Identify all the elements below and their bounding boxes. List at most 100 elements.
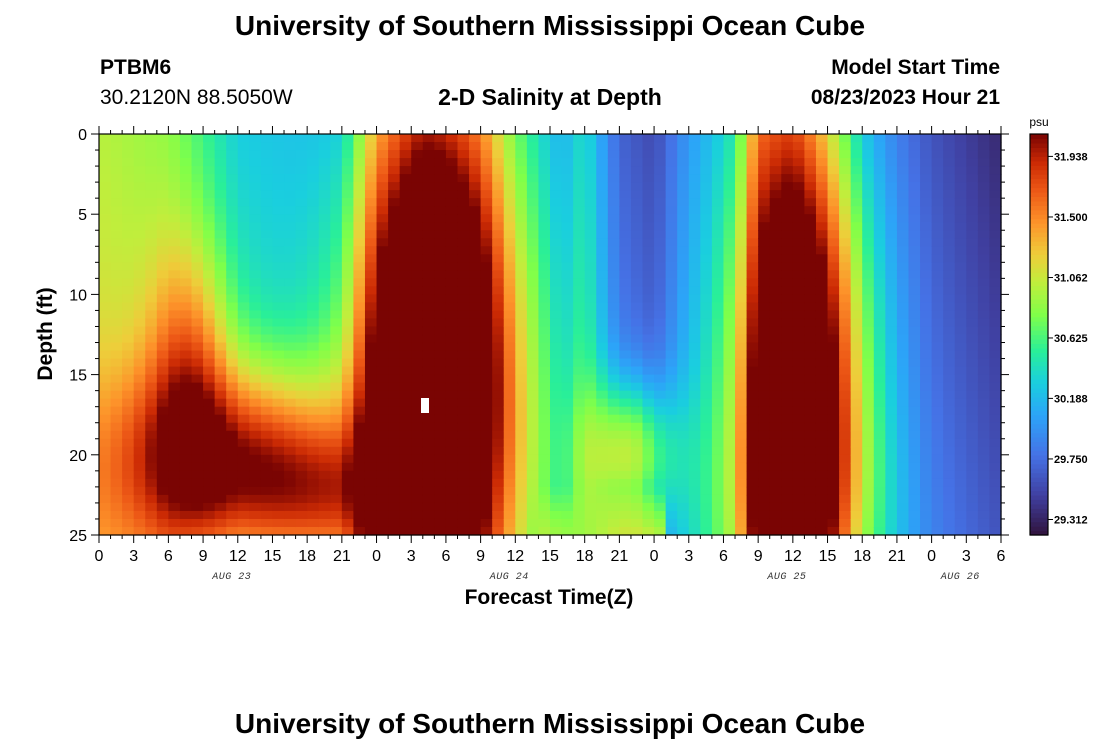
heatmap-cell bbox=[977, 198, 991, 207]
heatmap-cell bbox=[896, 334, 910, 344]
heatmap-cell bbox=[318, 174, 331, 183]
heatmap-cell bbox=[364, 134, 378, 143]
heatmap-cell bbox=[735, 494, 748, 504]
heatmap-cell bbox=[353, 286, 366, 295]
heatmap-cell bbox=[850, 446, 863, 456]
heatmap-cell bbox=[584, 398, 597, 408]
heatmap-cell bbox=[966, 230, 979, 239]
heatmap-cell bbox=[977, 382, 991, 392]
heatmap-cell bbox=[896, 150, 910, 159]
heatmap-cell bbox=[376, 414, 389, 424]
heatmap-cell bbox=[815, 510, 829, 520]
x-tick-label: 15 bbox=[541, 548, 559, 565]
heatmap-cell bbox=[307, 502, 320, 512]
heatmap-cell bbox=[249, 454, 262, 464]
heatmap-cell bbox=[573, 510, 586, 520]
heatmap-cell bbox=[688, 150, 701, 159]
heatmap-cell bbox=[492, 390, 505, 400]
heatmap-cell bbox=[99, 486, 112, 496]
heatmap-cell bbox=[237, 206, 250, 215]
heatmap-cell bbox=[330, 166, 343, 175]
heatmap-cell bbox=[272, 206, 285, 215]
heatmap-cell bbox=[677, 270, 690, 279]
heatmap-cell bbox=[607, 150, 620, 159]
heatmap-cell bbox=[885, 518, 898, 528]
heatmap-cell bbox=[203, 374, 216, 384]
heatmap-cell bbox=[885, 454, 898, 464]
heatmap-cell bbox=[330, 374, 343, 384]
heatmap-cell bbox=[665, 302, 678, 312]
heatmap-cell bbox=[515, 270, 528, 279]
heatmap-cell bbox=[353, 398, 366, 408]
heatmap-cell bbox=[792, 358, 806, 368]
heatmap-cell bbox=[411, 246, 424, 255]
heatmap-cell bbox=[735, 286, 748, 295]
heatmap-cell bbox=[607, 398, 620, 408]
heatmap-cell bbox=[688, 270, 701, 279]
heatmap-cell bbox=[237, 134, 250, 143]
colorbar-segment bbox=[1030, 356, 1048, 362]
heatmap-cell bbox=[654, 358, 667, 368]
heatmap-cell bbox=[954, 238, 967, 247]
heatmap-cell bbox=[966, 494, 979, 504]
heatmap-cell bbox=[781, 206, 794, 215]
heatmap-cell bbox=[827, 254, 840, 263]
heatmap-cell bbox=[122, 166, 135, 175]
heatmap-cell bbox=[607, 134, 620, 143]
heatmap-cell bbox=[550, 438, 563, 448]
heatmap-cell bbox=[630, 182, 644, 191]
heatmap-cell bbox=[677, 366, 690, 376]
heatmap-cell bbox=[457, 198, 470, 207]
heatmap-cell bbox=[272, 454, 285, 464]
heatmap-cell bbox=[318, 254, 331, 263]
heatmap-cell bbox=[411, 470, 424, 480]
heatmap-cell bbox=[700, 398, 713, 408]
heatmap-cell bbox=[896, 414, 910, 424]
x-tick-label: 3 bbox=[684, 548, 693, 565]
heatmap-cell bbox=[168, 502, 181, 512]
heatmap-cell bbox=[457, 222, 470, 231]
heatmap-cell bbox=[526, 238, 540, 247]
heatmap-cell bbox=[954, 222, 967, 231]
heatmap-cell bbox=[353, 270, 366, 279]
heatmap-cell bbox=[145, 406, 158, 416]
heatmap-cell bbox=[318, 454, 331, 464]
heatmap-cell bbox=[422, 286, 435, 295]
heatmap-cell bbox=[700, 414, 713, 424]
colorbar-segment bbox=[1030, 530, 1048, 536]
heatmap-cell bbox=[723, 366, 736, 376]
heatmap-cell bbox=[341, 270, 355, 279]
heatmap-cell bbox=[156, 334, 169, 344]
heatmap-cell bbox=[353, 326, 366, 336]
heatmap-cell bbox=[850, 334, 863, 344]
heatmap-cell bbox=[122, 438, 135, 448]
heatmap-cell bbox=[503, 358, 516, 368]
heatmap-cell bbox=[226, 502, 239, 512]
heatmap-cell bbox=[573, 494, 586, 504]
heatmap-cell bbox=[781, 254, 794, 263]
heatmap-cell bbox=[480, 510, 493, 520]
heatmap-cell bbox=[862, 310, 875, 320]
heatmap-cell bbox=[781, 446, 794, 456]
heatmap-cell bbox=[642, 134, 655, 143]
heatmap-cell bbox=[827, 182, 840, 191]
heatmap-cell bbox=[815, 486, 829, 496]
heatmap-cell bbox=[943, 526, 956, 536]
heatmap-cell bbox=[607, 246, 620, 255]
heatmap-cell bbox=[677, 518, 690, 528]
heatmap-cell bbox=[781, 462, 794, 472]
heatmap-cell bbox=[885, 254, 898, 263]
heatmap-cell bbox=[839, 446, 852, 456]
heatmap-cell bbox=[399, 310, 412, 320]
heatmap-cell bbox=[839, 318, 852, 328]
heatmap-cell bbox=[769, 390, 782, 400]
heatmap-cell bbox=[515, 486, 528, 496]
heatmap-cell bbox=[457, 406, 470, 416]
heatmap-cell bbox=[769, 382, 782, 392]
heatmap-cell bbox=[515, 350, 528, 360]
heatmap-cell bbox=[804, 358, 817, 368]
heatmap-cell bbox=[561, 270, 574, 279]
heatmap-cell bbox=[133, 406, 146, 416]
heatmap-cell bbox=[954, 334, 967, 344]
